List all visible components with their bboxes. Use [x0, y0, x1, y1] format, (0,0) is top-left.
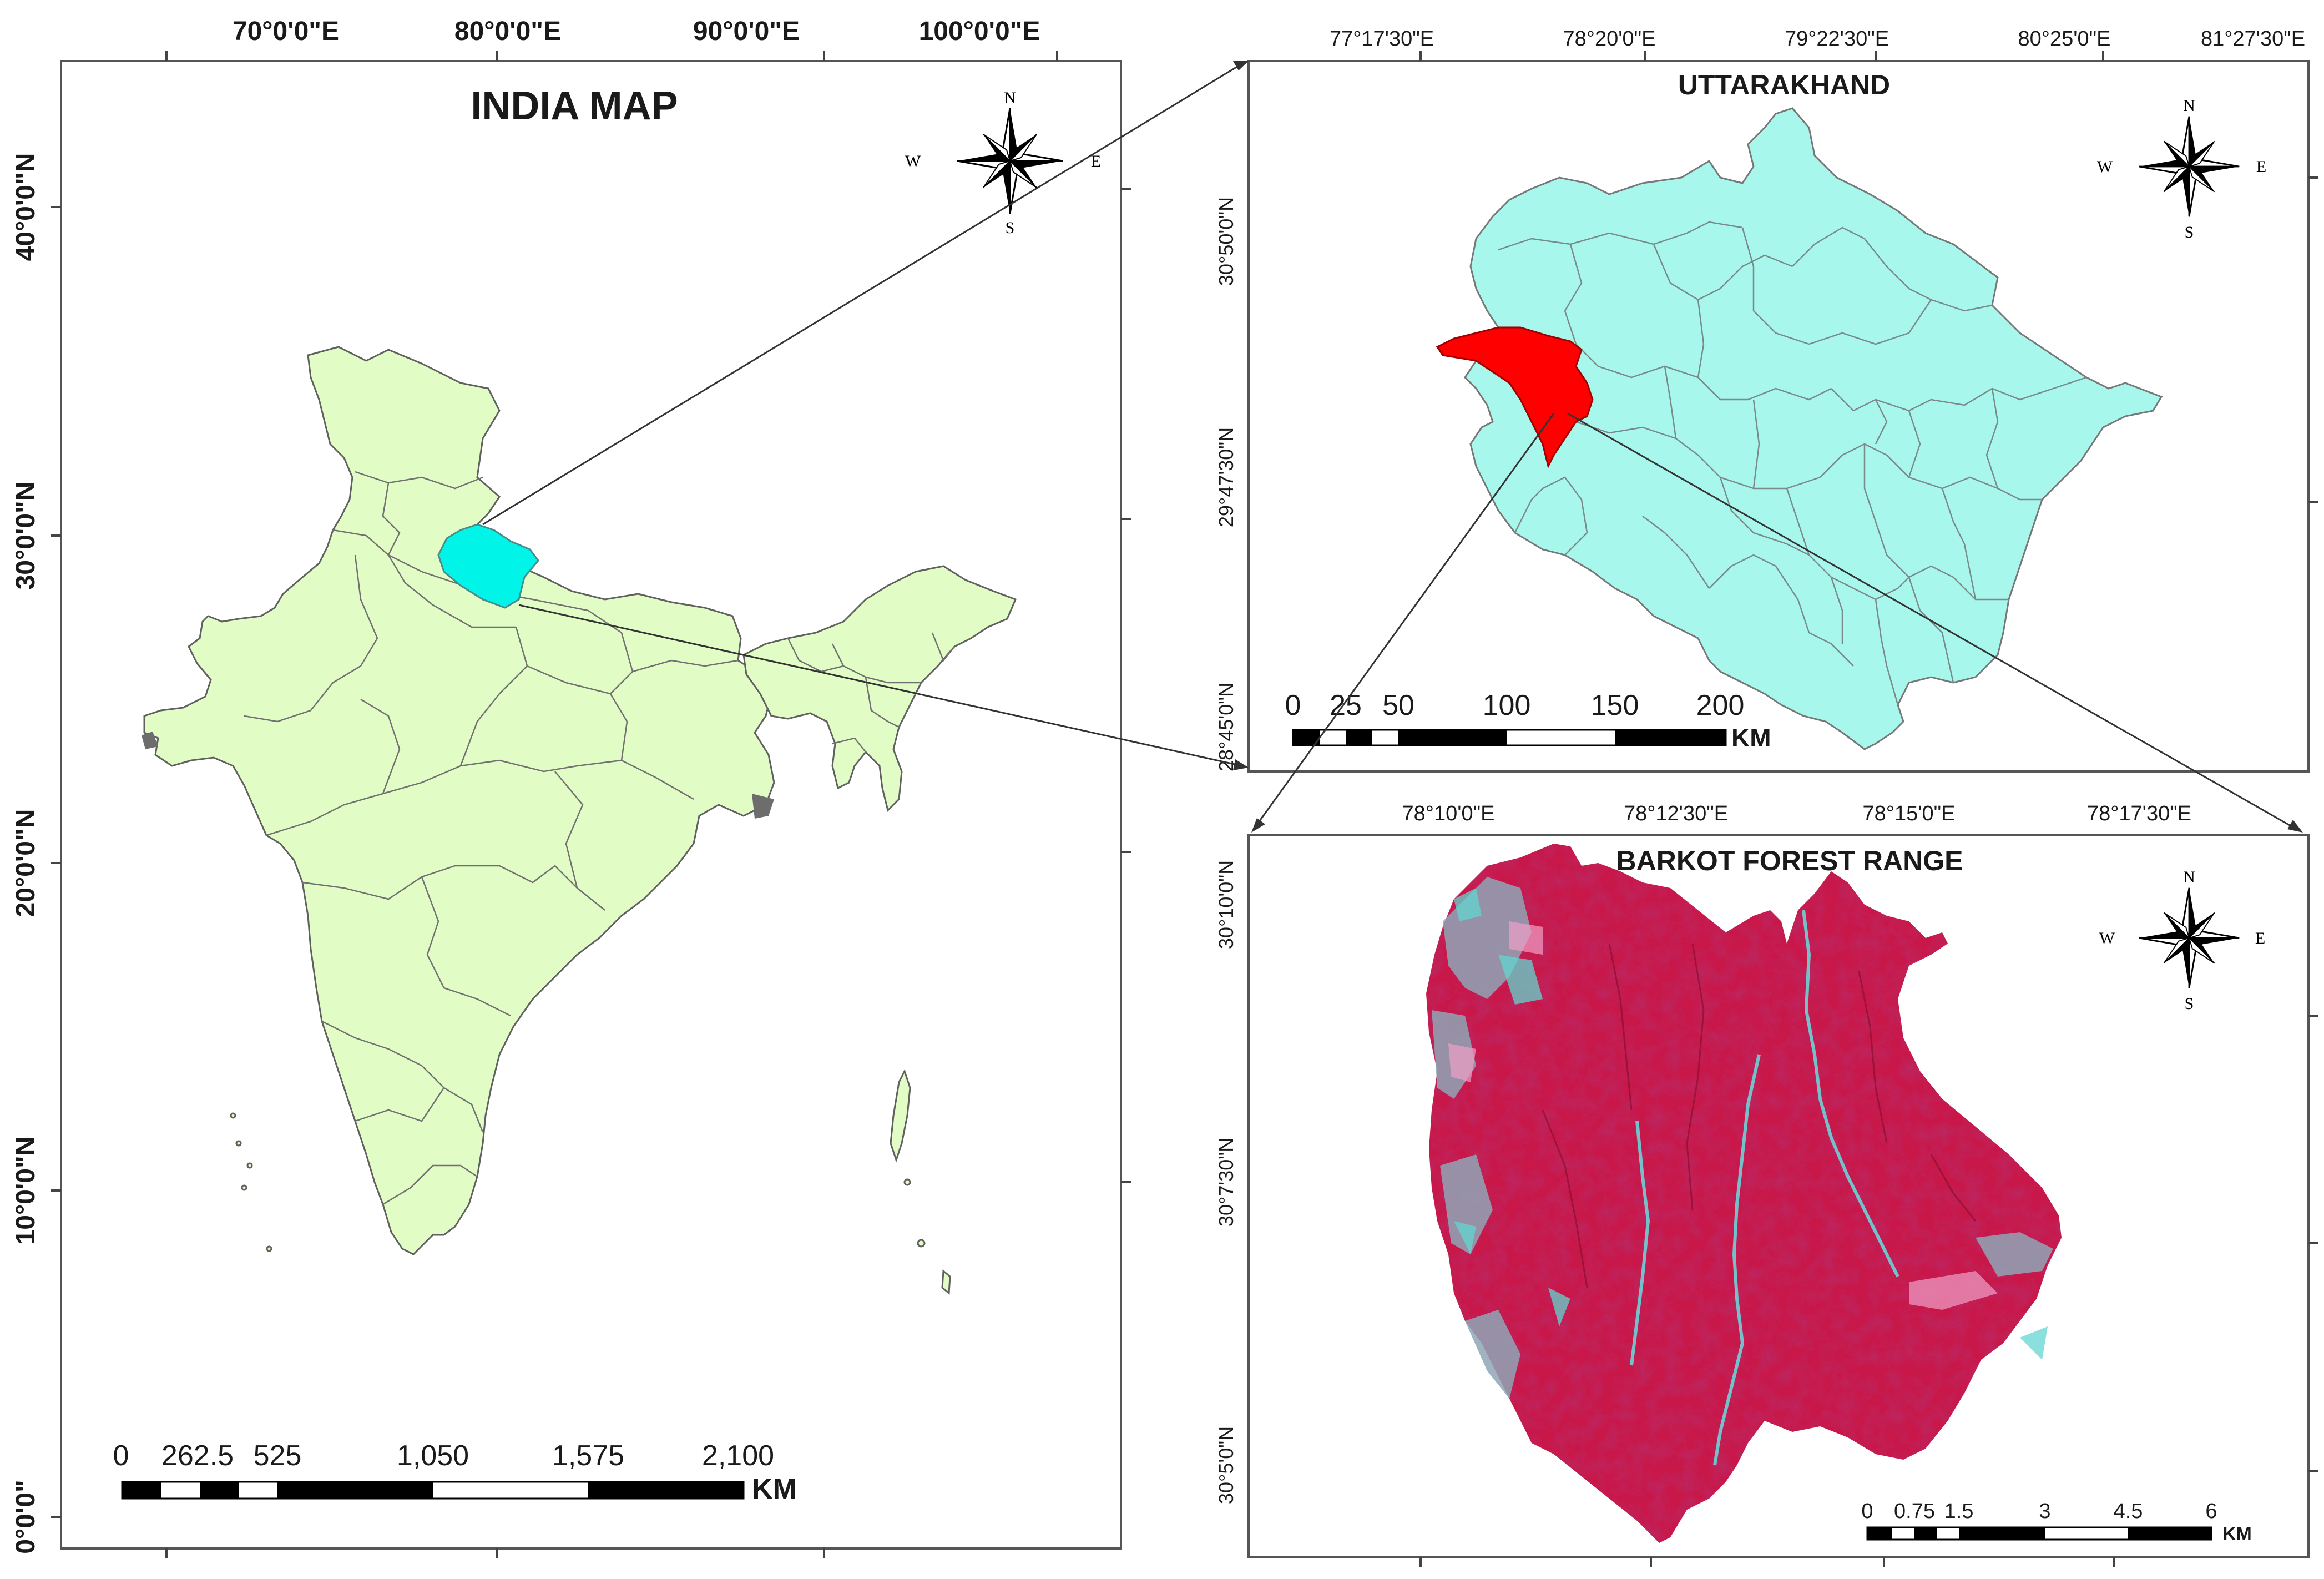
barkot-left-labels: 30°10'0"N 30°7'30"N 30°5'0"N [1215, 860, 1237, 1504]
compass-w-label: W [905, 152, 921, 170]
india-title: INDIA MAP [471, 84, 678, 128]
connector-india-to-uttarakhand-bottom [518, 604, 1242, 767]
uttarakhand-scale-unit: KM [1731, 723, 1771, 752]
compass-n-label: N [1004, 89, 1016, 107]
uttarakhand-compass: N S E W [2097, 97, 2266, 241]
compass-n-label: N [2183, 97, 2195, 115]
connector-lines [482, 61, 2303, 833]
india-scale-label: 1,050 [397, 1440, 469, 1472]
compass-s-label: S [2185, 223, 2194, 241]
india-state-borders [244, 471, 955, 1205]
compass-e-label: E [2256, 158, 2266, 176]
india-compass: N S E W [905, 89, 1101, 237]
india-panel: INDIA MAP 70°0'0"E 80°0'0"E 90°0'0"E 100… [11, 17, 1131, 1558]
india-lat-label: 40°0'0"N [11, 153, 41, 261]
uttarakhand-lat-label: 30°50'0"N [1215, 197, 1237, 286]
barkot-scale-label: 6 [2205, 1500, 2217, 1523]
india-coast-shading [142, 732, 774, 819]
uttarakhand-lon-label: 77°17'30"E [1330, 27, 1434, 51]
barkot-title: BARKOT FOREST RANGE [1616, 845, 1963, 876]
compass-e-label: E [2255, 929, 2265, 947]
uttarakhand-scale-label: 150 [1591, 689, 1639, 722]
india-lon-label: 70°0'0"E [233, 17, 339, 46]
compass-e-label: E [1091, 152, 1101, 170]
india-lon-label: 90°0'0"E [693, 17, 800, 46]
compass-s-label: S [1006, 219, 1015, 237]
uttarakhand-lon-label: 80°25'0"E [2018, 27, 2111, 51]
uttarakhand-dehradun-highlight [1436, 326, 1594, 469]
barkot-compass: N S E W [2099, 868, 2265, 1013]
barkot-forest-image [1426, 844, 2062, 1543]
barkot-scale-label: 3 [2039, 1500, 2050, 1523]
uttarakhand-lon-label: 79°22'30"E [1785, 27, 1889, 51]
uttarakhand-state [1464, 107, 2163, 750]
uttarakhand-lat-label: 28°45'0"N [1215, 683, 1237, 771]
india-scale-label: 525 [254, 1440, 302, 1472]
barkot-lon-label: 78°10'0"E [1402, 802, 1495, 825]
barkot-scale-label: 0 [1861, 1500, 1873, 1523]
uttarakhand-lat-label: 29°47'30"N [1215, 427, 1237, 527]
barkot-scale-label: 1.5 [1944, 1500, 1974, 1523]
barkot-scale-bar: 0 0.75 1.5 3 4.5 6 KM [1861, 1500, 2251, 1545]
barkot-scale-unit: KM [2222, 1523, 2252, 1545]
compass-w-label: W [2099, 929, 2115, 947]
connector-uttarakhand-to-barkot-right [1567, 412, 2295, 829]
india-lon-label: 80°0'0"E [454, 17, 561, 46]
india-left-labels: 40°0'0"N 30°0'0"N 20°0'0"N 10°0'0"N 0°0'… [11, 153, 41, 1554]
uttarakhand-scale-bar: 0 25 50 100 150 200 KM [1285, 689, 1771, 752]
india-mainland [143, 346, 775, 1255]
barkot-lon-label: 78°12'30"E [1624, 802, 1728, 825]
india-lat-label: 10°0'0"N [11, 1137, 41, 1245]
barkot-lon-label: 78°15'0"E [1863, 802, 1956, 825]
india-scale-bar: 0 262.5 525 1,050 1,575 2,100 KM [113, 1440, 797, 1505]
india-lat-label: 30°0'0"N [11, 482, 41, 590]
india-scale-unit: KM [752, 1473, 797, 1505]
india-lon-label: 100°0'0"E [919, 17, 1040, 46]
uttarakhand-district-borders [1498, 221, 2087, 705]
uttarakhand-left-labels: 30°50'0"N 29°47'30"N 28°45'0"N [1215, 197, 1237, 771]
uttarakhand-lon-label: 78°20'0"E [1563, 27, 1656, 51]
barkot-top-labels: 78°10'0"E 78°12'30"E 78°15'0"E 78°17'30"… [1402, 802, 2192, 825]
barkot-lat-label: 30°5'0"N [1215, 1426, 1237, 1504]
connector-india-to-uttarakhand-top [482, 63, 1242, 526]
uttarakhand-scale-label: 0 [1285, 689, 1301, 722]
india-lat-label: 20°0'0"N [11, 809, 41, 917]
barkot-scale-label: 4.5 [2114, 1500, 2143, 1523]
india-uttarakhand-highlight [437, 523, 539, 609]
uttarakhand-title: UTTARAKHAND [1678, 69, 1890, 100]
compass-s-label: S [2185, 995, 2194, 1013]
barkot-lat-label: 30°7'30"N [1215, 1138, 1237, 1227]
india-scale-label: 0 [113, 1440, 129, 1472]
india-scale-label: 1,575 [552, 1440, 624, 1472]
uttarakhand-lon-label: 81°27'30"E [2201, 27, 2305, 51]
barkot-scale-label: 0.75 [1894, 1500, 1935, 1523]
uttarakhand-scale-label: 100 [1483, 689, 1531, 722]
uttarakhand-scale-label: 200 [1696, 689, 1745, 722]
barkot-panel: BARKOT FOREST RANGE 78°10'0"E 78°12'30"E… [1215, 802, 2318, 1567]
india-scale-label: 2,100 [702, 1440, 774, 1472]
compass-n-label: N [2183, 868, 2195, 886]
connector-uttarakhand-to-barkot-left [1254, 413, 1555, 828]
barkot-lon-label: 78°17'30"E [2087, 802, 2191, 825]
uttarakhand-scale-label: 50 [1382, 689, 1414, 722]
uttarakhand-top-labels: 77°17'30"E 78°20'0"E 79°22'30"E 80°25'0"… [1330, 27, 2305, 51]
india-top-labels: 70°0'0"E 80°0'0"E 90°0'0"E 100°0'0"E [233, 17, 1040, 46]
barkot-lat-label: 30°10'0"N [1215, 860, 1237, 949]
india-scale-label: 262.5 [161, 1440, 234, 1472]
india-islands [230, 1069, 951, 1295]
uttarakhand-panel: UTTARAKHAND 77°17'30"E 78°20'0"E 79°22'3… [1215, 27, 2318, 773]
india-lat-label: 0°0'0" [11, 1480, 41, 1553]
compass-w-label: W [2097, 158, 2113, 176]
